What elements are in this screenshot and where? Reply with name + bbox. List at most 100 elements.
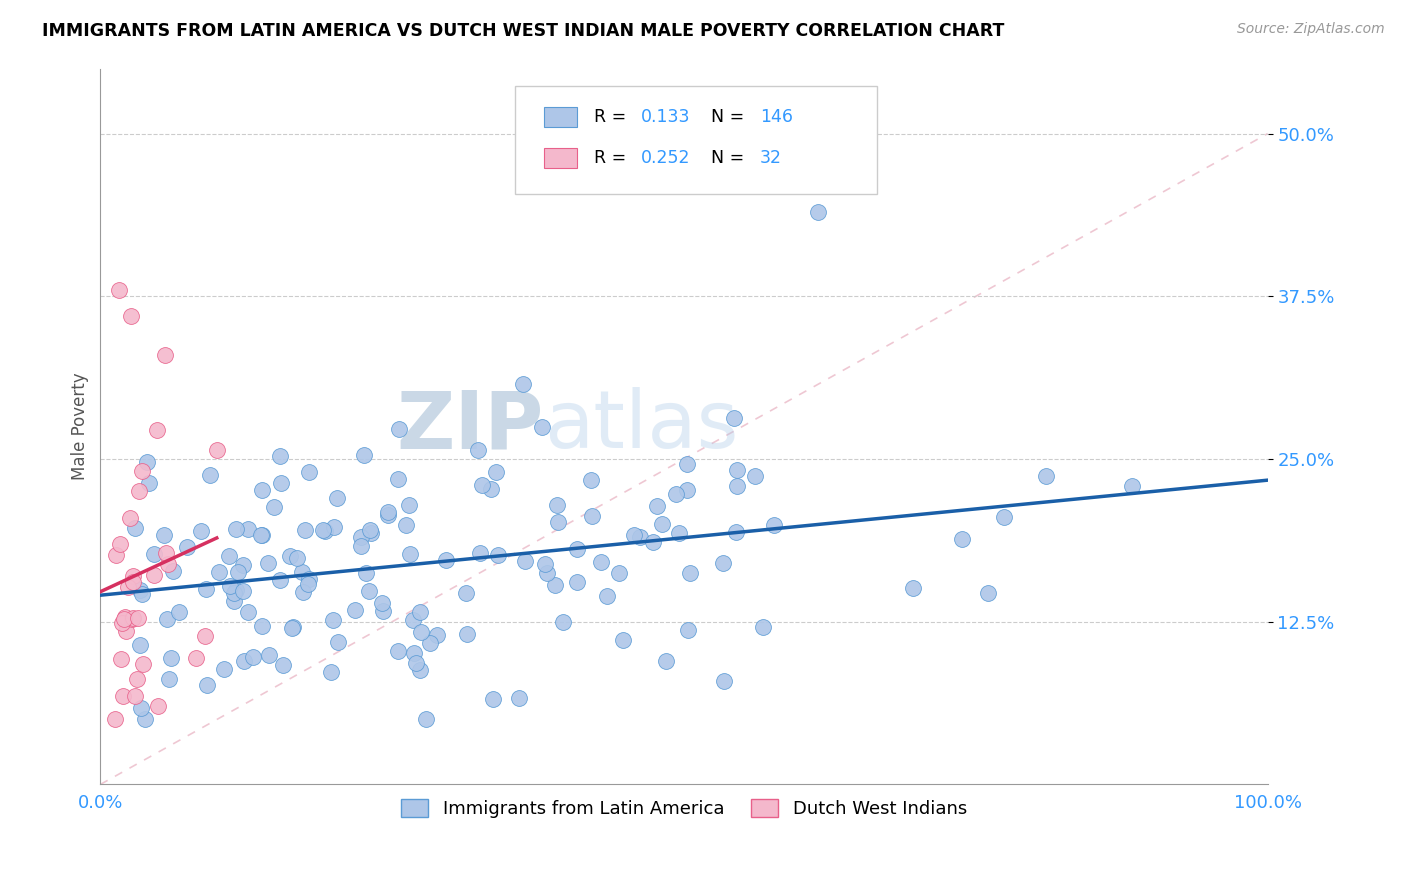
Point: [325, 491, 347, 506]
Point: [665, 486, 688, 500]
Point: [131, 586, 153, 600]
Point: [360, 525, 382, 540]
Point: [628, 530, 651, 544]
Point: [138, 475, 160, 490]
Point: [371, 597, 394, 611]
Point: [160, 651, 183, 665]
Point: [482, 691, 505, 706]
Point: [388, 422, 411, 436]
Point: [162, 564, 184, 578]
Text: ZIP: ZIP: [396, 387, 544, 466]
Point: [291, 565, 314, 579]
Point: [104, 712, 127, 726]
Point: [128, 483, 150, 498]
Point: [508, 690, 530, 705]
Point: [454, 586, 477, 600]
Point: [723, 411, 745, 425]
Point: [156, 612, 179, 626]
Point: [350, 530, 373, 544]
Text: 0.252: 0.252: [641, 149, 690, 167]
Point: [190, 524, 212, 538]
Point: [129, 638, 152, 652]
Point: [120, 511, 142, 525]
Point: [195, 582, 218, 596]
Point: [1121, 479, 1143, 493]
Point: [281, 620, 304, 634]
Point: [114, 610, 136, 624]
Point: [426, 628, 449, 642]
Point: [903, 582, 925, 596]
Text: atlas: atlas: [544, 387, 738, 466]
Text: N =: N =: [711, 108, 749, 126]
Point: [724, 524, 747, 539]
Point: [534, 557, 557, 571]
Point: [551, 615, 574, 629]
Point: [122, 611, 145, 625]
Point: [419, 636, 441, 650]
Point: [271, 657, 294, 672]
Point: [596, 590, 619, 604]
Point: [479, 482, 502, 496]
Point: [197, 678, 219, 692]
Point: [485, 465, 508, 479]
Y-axis label: Male Poverty: Male Poverty: [72, 373, 89, 480]
Text: 0.133: 0.133: [641, 108, 690, 126]
Point: [153, 348, 176, 362]
Point: [321, 665, 343, 679]
Point: [359, 523, 381, 537]
Point: [225, 582, 247, 597]
Point: [643, 534, 665, 549]
Point: [205, 443, 228, 458]
Point: [184, 650, 207, 665]
Point: [398, 498, 420, 512]
Point: [314, 524, 336, 538]
Point: [115, 624, 138, 638]
Point: [398, 547, 420, 561]
Point: [326, 634, 349, 648]
FancyBboxPatch shape: [544, 148, 576, 168]
Point: [713, 674, 735, 689]
Point: [208, 565, 231, 579]
Point: [225, 522, 247, 536]
Text: N =: N =: [711, 149, 749, 167]
Text: R =: R =: [595, 149, 631, 167]
Point: [655, 654, 678, 668]
Point: [167, 605, 190, 619]
Point: [232, 653, 254, 667]
Point: [242, 650, 264, 665]
Point: [250, 483, 273, 497]
Point: [488, 548, 510, 562]
Point: [250, 619, 273, 633]
Point: [536, 566, 558, 580]
Text: R =: R =: [595, 108, 631, 126]
Point: [269, 449, 291, 463]
Point: [678, 623, 700, 637]
Point: [395, 518, 418, 533]
Point: [297, 577, 319, 591]
Point: [950, 532, 973, 546]
Point: [725, 478, 748, 492]
Point: [668, 525, 690, 540]
Point: [157, 557, 180, 571]
Point: [377, 505, 399, 519]
Point: [108, 537, 131, 551]
Point: [257, 556, 280, 570]
Point: [744, 469, 766, 483]
Point: [298, 465, 321, 479]
Point: [285, 550, 308, 565]
Point: [373, 604, 395, 618]
Point: [125, 672, 148, 686]
Point: [977, 585, 1000, 599]
Text: Source: ZipAtlas.com: Source: ZipAtlas.com: [1237, 22, 1385, 37]
Point: [122, 568, 145, 582]
Point: [257, 648, 280, 663]
Point: [238, 605, 260, 619]
Point: [112, 612, 135, 626]
Point: [359, 583, 381, 598]
Text: 32: 32: [759, 149, 782, 167]
Text: IMMIGRANTS FROM LATIN AMERICA VS DUTCH WEST INDIAN MALE POVERTY CORRELATION CHAR: IMMIGRANTS FROM LATIN AMERICA VS DUTCH W…: [42, 22, 1004, 40]
Point: [607, 566, 630, 580]
Point: [456, 627, 478, 641]
Point: [270, 475, 292, 490]
Point: [226, 565, 249, 579]
